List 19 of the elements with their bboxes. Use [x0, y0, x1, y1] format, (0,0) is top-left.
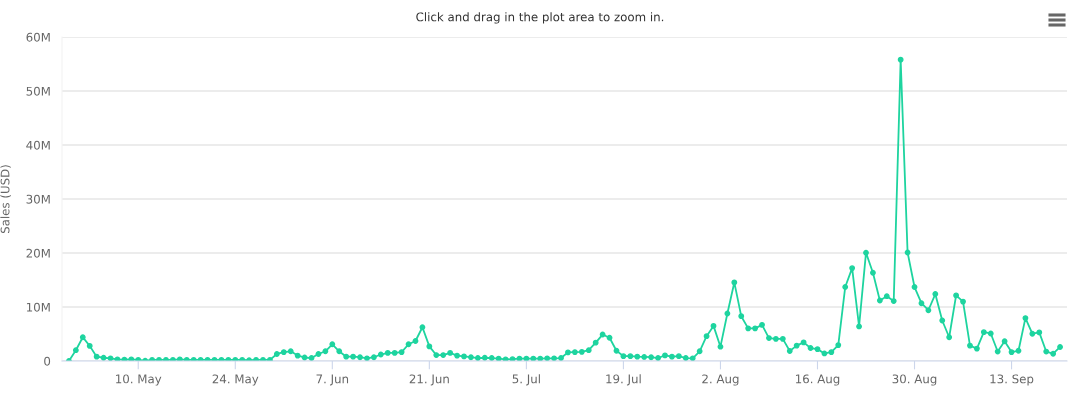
x-tick-label: 21. Jun [409, 374, 449, 386]
x-tick-label: 7. Jun [316, 374, 349, 386]
y-tick-label: 10M [26, 302, 50, 312]
y-tick-label: 30M [26, 194, 50, 204]
x-tick-label: 2. Aug [702, 374, 739, 386]
y-axis-title: Sales (USD) [0, 165, 11, 234]
chart-title: Click and drag in the plot area to zoom in. [416, 12, 664, 24]
y-tick-label: 40M [26, 140, 50, 150]
y-tick-label: 20M [26, 248, 50, 258]
x-tick-label: 24. May [212, 374, 259, 386]
x-tick-label: 19. Jul [606, 374, 641, 386]
y-tick-label: 0 [44, 356, 51, 366]
x-tick-label: 13. Sep [990, 374, 1034, 386]
x-tick-label: 10. May [116, 374, 162, 386]
x-tick-label: 5. Jul [512, 374, 540, 386]
x-tick-label: 16. Aug [795, 374, 840, 386]
y-tick-label: 60M [26, 32, 50, 42]
y-tick-label: 50M [26, 86, 50, 96]
x-tick-label: 30. Aug [892, 374, 937, 386]
